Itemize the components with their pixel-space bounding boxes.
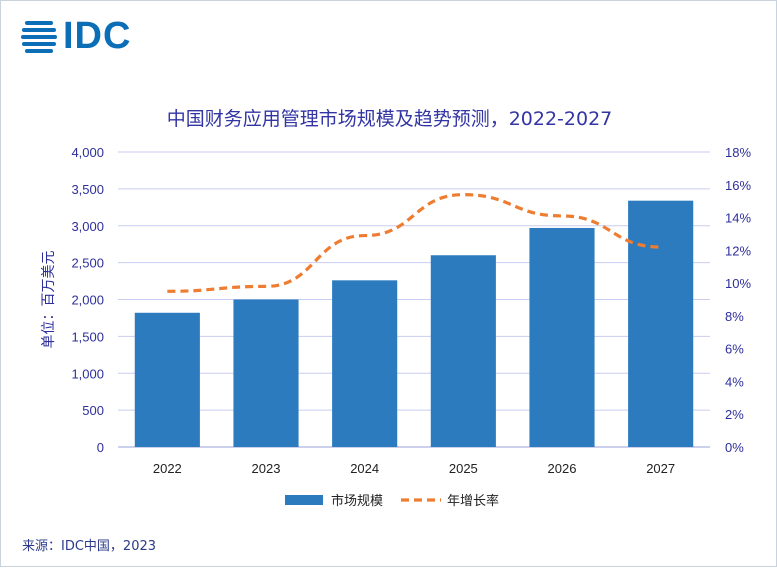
- legend-swatch-bar: [285, 495, 323, 505]
- bar: [332, 280, 397, 447]
- x-tick-label: 2024: [350, 461, 379, 476]
- x-tick-label: 2026: [548, 461, 577, 476]
- y-tick-label: 500: [82, 403, 104, 418]
- y-tick-label: 4,000: [71, 145, 104, 160]
- x-tick-label: 2027: [646, 461, 675, 476]
- y2-tick-label: 0%: [725, 440, 744, 455]
- y-axis-label: 单位：百万美元: [41, 251, 57, 349]
- x-tick-label: 2023: [252, 461, 281, 476]
- y2-tick-label: 8%: [725, 309, 744, 324]
- y2-tick-label: 4%: [725, 374, 744, 389]
- y-tick-label: 3,000: [71, 219, 104, 234]
- y-tick-label: 3,500: [71, 182, 104, 197]
- legend-label-line: 年增长率: [447, 493, 499, 509]
- y2-tick-label: 2%: [725, 407, 744, 422]
- bar: [431, 255, 496, 447]
- source-note: 来源：IDC中国，2023: [22, 535, 156, 554]
- y-tick-label: 1,500: [71, 329, 104, 344]
- bar: [529, 228, 594, 447]
- y2-tick-label: 18%: [725, 145, 751, 160]
- y-tick-label: 2,500: [71, 256, 104, 271]
- y2-tick-label: 14%: [725, 211, 751, 226]
- y-tick-label: 0: [97, 440, 104, 455]
- y2-tick-label: 6%: [725, 342, 744, 357]
- legend-label-bar: 市场规模: [331, 493, 383, 509]
- y-tick-label: 1,000: [71, 366, 104, 381]
- y2-tick-label: 16%: [725, 178, 751, 193]
- y2-tick-label: 12%: [725, 243, 751, 258]
- bar: [135, 313, 200, 447]
- y-tick-label: 2,000: [71, 293, 104, 308]
- bar: [628, 201, 693, 447]
- x-tick-label: 2025: [449, 461, 478, 476]
- bar: [233, 300, 298, 448]
- x-tick-label: 2022: [153, 461, 182, 476]
- y2-tick-label: 10%: [725, 276, 751, 291]
